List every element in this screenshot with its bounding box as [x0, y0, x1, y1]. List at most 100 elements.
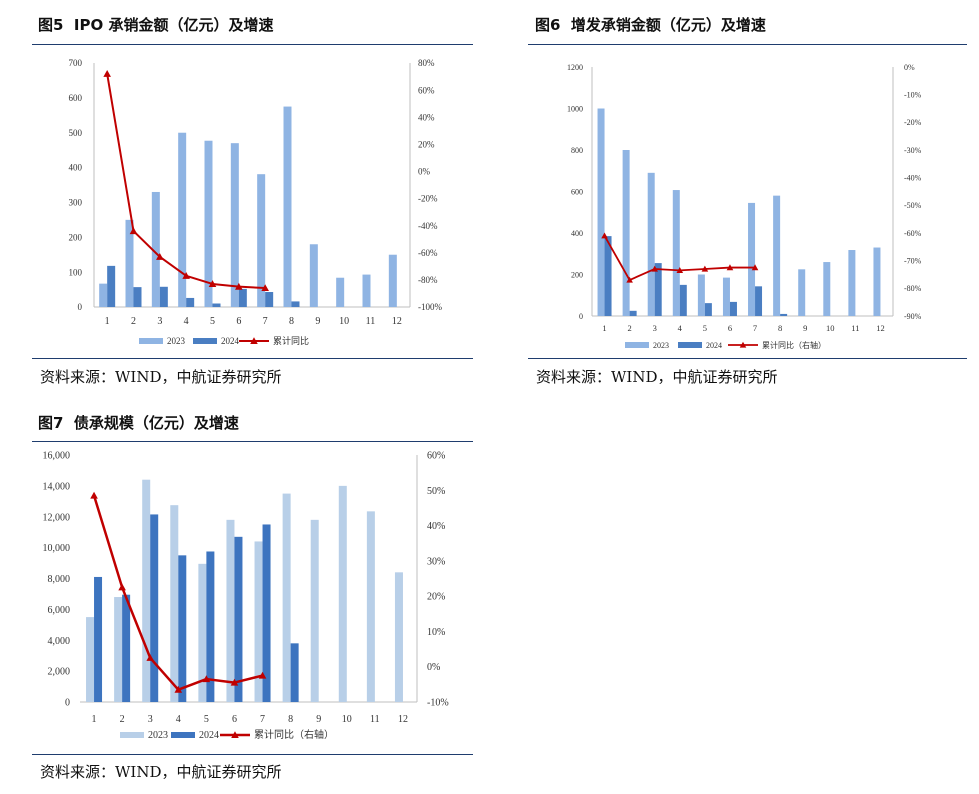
figure-5-title: 图5 IPO 承销金额（亿元）及增速 [38, 14, 273, 35]
bar-2024 [291, 301, 300, 307]
left-tick-label: 800 [571, 146, 583, 155]
bar-2024 [122, 594, 131, 702]
left-tick-label: 10,000 [43, 543, 71, 554]
bar-2023 [170, 505, 179, 702]
right-tick-label: -10% [427, 698, 449, 709]
left-tick-label: 300 [69, 198, 83, 208]
figure-7-source: 资料来源：WIND，中航证券研究所 [40, 763, 282, 781]
bar-2024 [262, 524, 271, 702]
left-tick-label: 2,000 [48, 667, 71, 678]
bar-2023 [362, 274, 371, 307]
x-tick-label: 4 [678, 323, 683, 333]
bar-2024 [679, 284, 687, 316]
figure-6-title: 图6 增发承销金额（亿元）及增速 [535, 14, 766, 35]
figure-6-source: 资料来源：WIND，中航证券研究所 [536, 368, 778, 386]
x-tick-label: 10 [339, 316, 349, 327]
right-tick-label: 20% [418, 139, 435, 149]
bar-2023 [283, 106, 292, 307]
legend-swatch-2024 [678, 342, 702, 348]
marker-yoy [726, 264, 734, 271]
legend-label-2024: 2024 [221, 336, 240, 346]
x-tick-label: 7 [263, 316, 268, 327]
x-tick-label: 12 [392, 316, 402, 327]
legend-label-yoy: 累计同比（右轴） [254, 728, 334, 741]
bar-2023 [823, 262, 831, 316]
x-tick-label: 8 [778, 323, 782, 333]
left-tick-label: 400 [571, 229, 583, 238]
x-tick-label: 6 [728, 323, 732, 333]
x-tick-label: 4 [176, 714, 181, 725]
legend-swatch-2024 [171, 732, 195, 738]
right-tick-label: 60% [427, 451, 445, 462]
bar-2023 [310, 519, 319, 702]
figure-5-label: 图5 [38, 16, 64, 34]
right-tick-label: -60% [904, 229, 922, 238]
figure-6-title-text: 增发承销金额（亿元）及增速 [570, 16, 766, 34]
legend-swatch-yoy-marker [739, 341, 747, 348]
legend-label-yoy: 累计同比 [273, 335, 309, 346]
legend-swatch-yoy-marker [250, 337, 258, 345]
marker-yoy [235, 282, 243, 290]
bar-2024 [234, 536, 243, 702]
marker-yoy [146, 654, 155, 661]
x-tick-label: 10 [342, 714, 352, 725]
left-tick-label: 16,000 [43, 451, 71, 462]
x-tick-label: 11 [851, 323, 859, 333]
right-tick-label: -20% [418, 194, 438, 204]
left-tick-label: 6,000 [48, 605, 71, 616]
left-tick-label: 500 [69, 128, 83, 138]
bar-2023 [309, 244, 318, 307]
right-tick-label: 0% [904, 63, 915, 72]
x-tick-label: 9 [316, 714, 321, 725]
bar-2023 [622, 150, 630, 316]
figure-7-top-rule [32, 441, 473, 442]
left-tick-label: 600 [571, 187, 583, 196]
right-tick-label: 0% [418, 167, 431, 177]
x-tick-label: 4 [184, 316, 189, 327]
right-tick-label: -50% [904, 201, 922, 210]
x-tick-label: 1 [105, 316, 110, 327]
bar-2023 [848, 250, 856, 316]
marker-yoy [118, 583, 126, 591]
left-tick-label: 1200 [567, 63, 583, 72]
right-tick-label: -80% [904, 284, 922, 293]
left-tick-label: 0 [579, 312, 583, 321]
x-tick-label: 2 [120, 714, 125, 725]
legend-swatch-2023 [120, 732, 144, 738]
bar-2023 [198, 563, 207, 702]
right-tick-label: 50% [427, 486, 445, 497]
bar-2024 [704, 303, 712, 316]
right-tick-label: -70% [904, 256, 922, 265]
x-tick-label: 11 [370, 714, 380, 725]
left-tick-label: 12,000 [43, 512, 71, 523]
bar-2024 [604, 236, 612, 316]
right-tick-label: 20% [427, 592, 445, 603]
bar-2023 [282, 493, 291, 702]
x-tick-label: 6 [236, 316, 241, 327]
marker-yoy [90, 491, 98, 499]
marker-yoy [230, 678, 239, 686]
x-tick-label: 9 [803, 323, 807, 333]
bar-2024 [206, 551, 215, 702]
figure-6-chart: 0 200 400 600 800 1000 1200 -90% -80% -70% -60% -50… [567, 63, 922, 350]
bar-2023 [388, 254, 397, 307]
bar-2024 [238, 288, 247, 307]
marker-yoy [261, 284, 269, 292]
x-tick-label: 3 [148, 714, 153, 725]
legend-label-2023: 2023 [653, 341, 669, 350]
x-tick-label: 1 [602, 323, 606, 333]
right-tick-label: 60% [418, 85, 435, 95]
x-tick-label: 5 [210, 316, 215, 327]
marker-yoy [129, 227, 138, 235]
marker-yoy [258, 671, 267, 679]
marker-yoy [202, 675, 211, 683]
bar-2023 [336, 277, 345, 307]
bar-2024 [755, 286, 763, 316]
bar-2023 [151, 191, 160, 307]
bar-2023 [873, 247, 881, 316]
bar-2024 [290, 643, 299, 702]
right-tick-label: -20% [904, 118, 922, 127]
figure-7-bottom-rule [32, 754, 473, 755]
bar-2023 [226, 519, 235, 702]
left-tick-label: 14,000 [43, 481, 71, 492]
